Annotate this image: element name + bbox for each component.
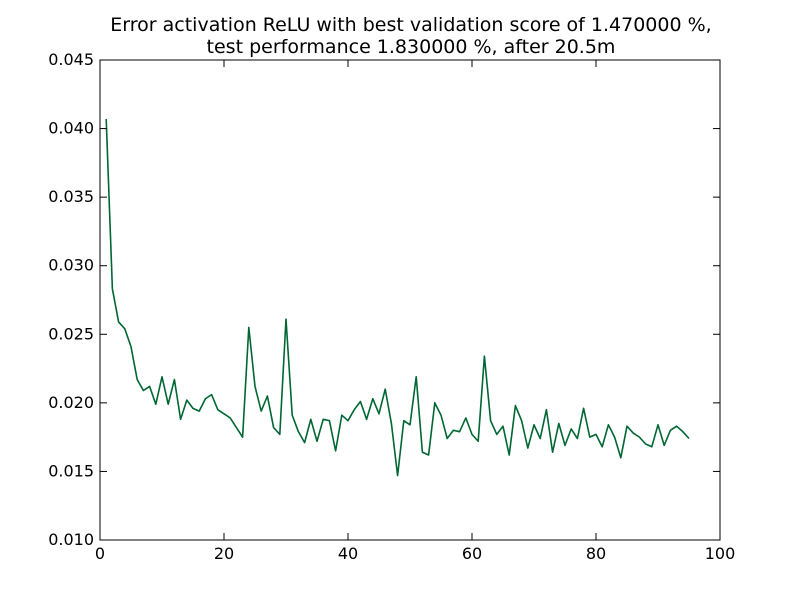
y-tick-label: 0.020 xyxy=(48,393,94,412)
y-tick-label: 0.025 xyxy=(48,324,94,343)
y-tick-label: 0.040 xyxy=(48,119,94,138)
x-tick-label: 20 xyxy=(214,544,234,563)
x-tick-label: 40 xyxy=(338,544,358,563)
x-tick-label: 60 xyxy=(462,544,482,563)
x-tick-label: 100 xyxy=(705,544,736,563)
series-line-0 xyxy=(105,118,690,477)
y-tick-label: 0.035 xyxy=(48,187,94,206)
x-tick-label: 0 xyxy=(95,544,105,563)
y-tick-label: 0.010 xyxy=(48,530,94,549)
y-tick-label: 0.045 xyxy=(48,50,94,69)
x-tick-label: 80 xyxy=(586,544,606,563)
y-tick-label: 0.015 xyxy=(48,461,94,480)
plot-frame xyxy=(99,59,721,541)
y-tick-label: 0.030 xyxy=(48,256,94,275)
plot-area: 0 20 40 60 80 100 0.010 0.015 0.020 0.025 0.030 0.0… xyxy=(48,50,735,563)
chart-title-line-1: Error activation ReLU with best validati… xyxy=(110,14,711,36)
chart-title-line-2: test performance 1.830000 %, after 20.5m xyxy=(207,36,616,58)
